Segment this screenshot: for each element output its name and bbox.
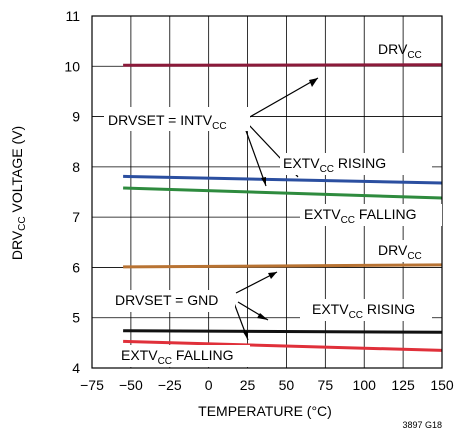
label-text: DRV — [378, 242, 408, 258]
label-text: FALLING — [355, 206, 416, 222]
label-ext-rising-hi: EXTVCC RISING — [283, 155, 386, 175]
x-axis-title: TEMPERATURE (°C) — [198, 403, 332, 419]
label-text: EXTV — [283, 155, 320, 171]
label-subscript: CC — [349, 310, 363, 321]
label-text: RISING — [363, 301, 415, 317]
label-bg-drvset-intv — [104, 107, 250, 131]
plot-border — [91, 15, 443, 369]
y-tick-label: 7 — [72, 209, 80, 225]
label-text: RISING — [334, 155, 386, 171]
x-tick-label: 0 — [205, 377, 213, 393]
label-subscript: CC — [158, 356, 172, 367]
y-tick-label: 9 — [72, 109, 80, 125]
series-line-2 — [123, 174, 443, 185]
label-bg-drvset-gnd — [110, 290, 235, 312]
x-tick-labels: −75 −50 −25 0 25 50 75 100 125 150 — [80, 377, 454, 393]
label-bg-ext-rising-hi — [280, 153, 432, 175]
series-line-6 — [123, 339, 443, 352]
label-subscript: CC — [407, 50, 421, 61]
label-bg-ext-rising-lo — [300, 299, 432, 321]
y-tick-label: 4 — [72, 360, 80, 376]
y-tick-label: 10 — [64, 58, 80, 74]
y-axis-title-pre: DRV — [9, 230, 25, 260]
arrow-drvset-to-falling-hi — [244, 127, 267, 187]
series-line-5 — [123, 329, 443, 334]
y-axis-title-post: VOLTAGE (V) — [9, 126, 25, 217]
label-text: EXTV — [304, 206, 341, 222]
label-drv-lo: DRVCC — [378, 242, 422, 262]
label-bg-ext-falling-hi — [300, 204, 442, 226]
label-text: FALLING — [172, 347, 233, 363]
y-axis-title-sub: CC — [17, 216, 28, 230]
arrowhead-falling-lo — [243, 331, 248, 340]
x-tick-label: −25 — [158, 377, 182, 393]
label-ext-falling-lo: EXTVCC FALLING — [121, 347, 234, 367]
arrowhead-drv-lo — [268, 272, 277, 279]
x-tick-label: 125 — [391, 377, 415, 393]
label-bg-drv-lo — [370, 240, 432, 262]
series-line-3 — [123, 186, 443, 200]
annotation-labels: DRVCC DRVSET = INTVCC EXTVCC RISING EXTV… — [104, 41, 442, 367]
x-tick-label: 25 — [240, 377, 256, 393]
label-ext-falling-hi: EXTVCC FALLING — [304, 206, 417, 226]
plot-lines — [123, 63, 443, 352]
label-text: DRV — [378, 41, 408, 57]
label-drvset-intv: DRVSET = INTVCC — [108, 112, 227, 132]
figure-id: 3897 G18 — [402, 420, 442, 430]
x-tick-label: −50 — [119, 377, 143, 393]
y-tick-label: 6 — [72, 259, 80, 275]
label-bg-ext-falling-lo — [118, 345, 250, 367]
plot-frame — [91, 15, 443, 369]
x-tick-label: 75 — [318, 377, 334, 393]
y-tick-labels: 4 5 6 7 8 9 10 11 — [64, 8, 80, 376]
label-text: DRVSET = GND — [115, 292, 218, 308]
label-subscript: CC — [320, 164, 334, 175]
label-text: EXTV — [121, 347, 158, 363]
label-subscript: CC — [407, 251, 421, 262]
arrowhead-drv-hi — [309, 78, 318, 87]
y-tick-label: 8 — [72, 159, 80, 175]
label-drvset-gnd: DRVSET = GND — [115, 292, 218, 308]
y-tick-label: 5 — [72, 310, 80, 326]
label-subscript: CC — [341, 215, 355, 226]
x-tick-label: 50 — [279, 377, 295, 393]
label-text: EXTV — [312, 301, 349, 317]
arrowhead-rising-lo — [257, 313, 268, 320]
series-line-4 — [123, 263, 443, 269]
label-ext-rising-lo: EXTVCC RISING — [312, 301, 415, 321]
series-line-1 — [123, 63, 443, 67]
arrow-drvset-to-drv-hi — [247, 77, 319, 119]
x-tick-label: 150 — [430, 377, 454, 393]
label-text: DRVSET = INTV — [108, 112, 213, 128]
label-drv-hi: DRVCC — [378, 41, 422, 61]
y-tick-label: 11 — [65, 8, 80, 24]
arrowhead-falling-hi — [261, 177, 266, 186]
x-tick-label: −75 — [80, 377, 104, 393]
x-tick-label: 100 — [353, 377, 377, 393]
y-axis-title: DRVCC VOLTAGE (V) — [9, 126, 28, 260]
label-subscript: CC — [212, 121, 226, 132]
